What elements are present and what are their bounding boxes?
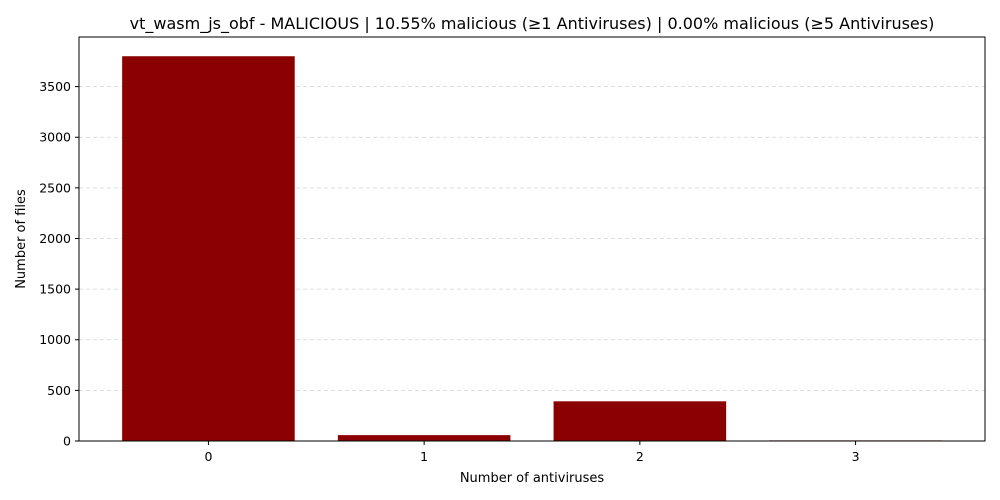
y-axis-label: Number of files: [14, 189, 29, 289]
y-tick-label: 0: [63, 434, 71, 449]
bar: [122, 56, 295, 441]
x-tick-label: 1: [420, 449, 428, 464]
y-tick-label: 1000: [39, 332, 71, 347]
chart-title: vt_wasm_js_obf - MALICIOUS | 10.55% mali…: [130, 14, 935, 34]
x-tick-label: 2: [636, 449, 644, 464]
x-tick-label: 3: [852, 449, 860, 464]
y-tick-label: 1500: [39, 282, 71, 297]
x-axis-ticks: 0 1 2 3: [204, 441, 860, 464]
y-tick-label: 3000: [39, 130, 71, 145]
x-axis-label: Number of antiviruses: [460, 471, 605, 486]
y-tick-label: 3500: [39, 79, 71, 94]
y-tick-label: 500: [47, 383, 71, 398]
bar: [553, 401, 727, 441]
plot-frame: [78, 36, 986, 442]
bar: [337, 435, 511, 441]
bars: [122, 56, 942, 441]
y-axis-ticks: 0 500 1000 1500 2000 2500 3000 3500: [39, 79, 79, 449]
x-tick-label: 0: [204, 449, 212, 464]
y-tick-label: 2000: [39, 231, 71, 246]
y-tick-label: 2500: [39, 180, 71, 195]
